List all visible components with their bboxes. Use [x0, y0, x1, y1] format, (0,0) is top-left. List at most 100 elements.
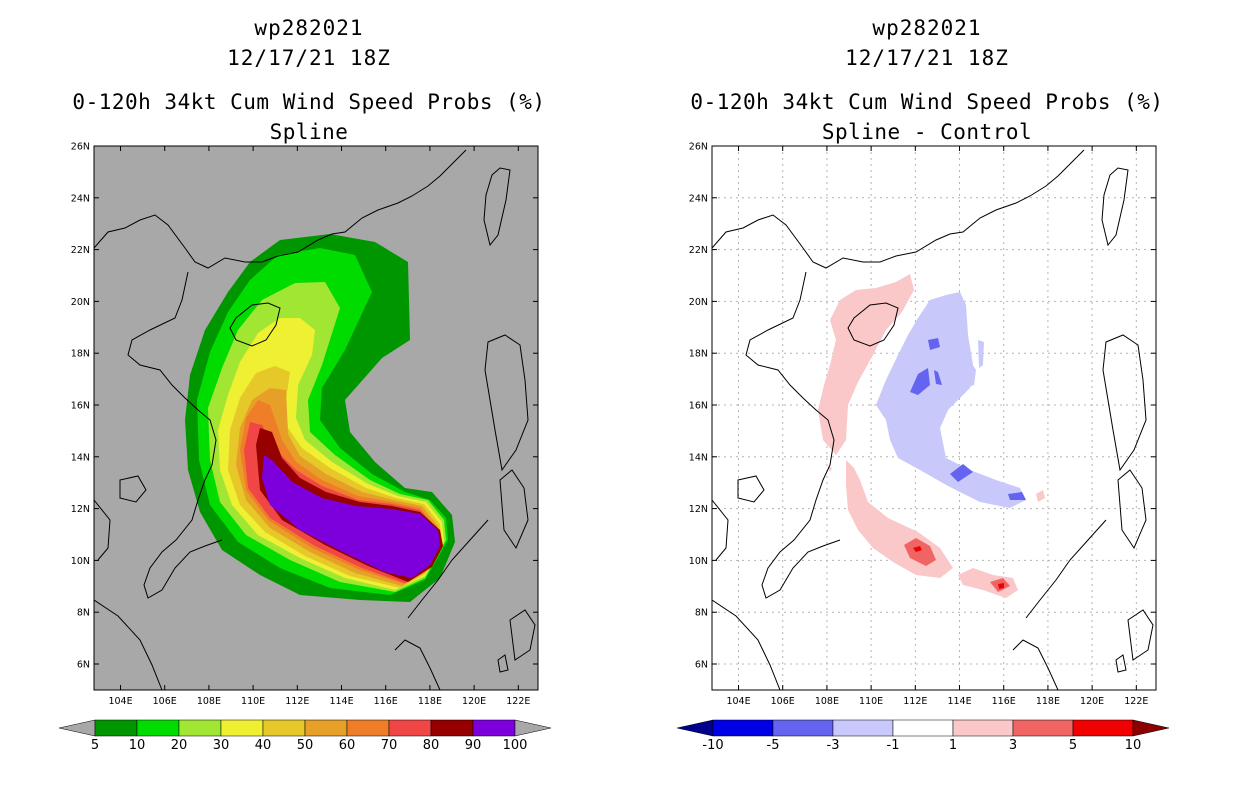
lon-label: 118E: [1036, 696, 1060, 707]
lat-label: 26N: [689, 142, 708, 153]
lon-label: 116E: [374, 696, 398, 707]
axes-spline: 26N 24N 22N 20N 18N 16N 14N 12N 10N 8N 6N 104E 106E 1…: [71, 142, 538, 707]
storm-id: wp282021: [872, 16, 982, 40]
colorbar-label: 5: [91, 738, 99, 753]
colorbar-label: 40: [255, 738, 272, 753]
colorbar-box: [772, 719, 834, 737]
colorbar-box: [262, 719, 306, 737]
map-difference: 26N 24N 22N 20N 18N 16N 14N 12N 10N 8N 6N 104E 106E 1…: [676, 142, 1170, 753]
map-frame: [711, 145, 1157, 691]
colorbar-box: [388, 719, 432, 737]
lat-label: 10N: [71, 556, 90, 567]
diff-pos-1-3-dot: [1036, 490, 1045, 502]
diff-pos-1-3-east: [958, 568, 1018, 598]
lat-label: 26N: [71, 142, 90, 153]
coastlines: [712, 149, 1154, 690]
lon-label: 114E: [329, 696, 353, 707]
diff-neg-3-5-e: [1008, 492, 1026, 500]
lon-label: 120E: [1080, 696, 1104, 707]
colorbar-label: 60: [339, 738, 356, 753]
lon-label: 104E: [108, 696, 132, 707]
panel-spline: wp282021 12/17/21 18Z 0-120h 34kt Cum Wi…: [58, 16, 552, 753]
datetime: 12/17/21 18Z: [227, 46, 391, 70]
storm-id: wp282021: [254, 16, 364, 40]
lat-label: 18N: [689, 349, 708, 360]
lon-label: 112E: [285, 696, 309, 707]
chart-subtitle: Spline: [269, 120, 349, 144]
colorbar-label: 10: [1125, 738, 1142, 753]
diff-pos-5-10-a: [913, 546, 922, 552]
colorbar-label: -3: [827, 738, 840, 753]
colorbar-label: 20: [171, 738, 188, 753]
colorbar-difference: -10 -5 -3 -1 1 3 5 10: [676, 719, 1170, 753]
diff-neg-1-3-dot: [978, 340, 984, 368]
coastlines: [94, 149, 536, 690]
colorbar-label: 70: [381, 738, 398, 753]
diff-neg-3-5-d: [950, 464, 973, 482]
map-frame: [93, 145, 539, 691]
diff-neg-3-5-a: [928, 338, 940, 350]
map-spline: 26N 24N 22N 20N 18N 16N 14N 12N 10N 8N 6N 104E 106E 1…: [58, 142, 552, 753]
diff-neg-3-5-c: [934, 370, 942, 385]
colorbar-box: [1072, 719, 1134, 737]
lat-label: 12N: [689, 504, 708, 515]
lat-label: 14N: [689, 452, 708, 463]
diff-pos-5-10-b: [998, 583, 1004, 589]
lat-label: 8N: [77, 608, 90, 619]
colorbar-box: [94, 719, 138, 737]
colorbar-label: 50: [297, 738, 314, 753]
diff-neg-1-3: [876, 292, 1026, 508]
colorbar-box: [178, 719, 222, 737]
chart-title: 0-120h 34kt Cum Wind Speed Probs (%): [690, 90, 1164, 114]
colorbar-box: [952, 719, 1014, 737]
lon-label: 118E: [418, 696, 442, 707]
lat-label: 16N: [689, 401, 708, 412]
colorbar-box: [220, 719, 264, 737]
lon-label: 104E: [726, 696, 750, 707]
lat-label: 24N: [71, 193, 90, 204]
colorbar-label: 5: [1069, 738, 1077, 753]
lat-label: 20N: [689, 297, 708, 308]
lat-label: 12N: [71, 504, 90, 515]
lon-label: 108E: [815, 696, 839, 707]
lon-label: 120E: [462, 696, 486, 707]
lon-label: 110E: [241, 696, 265, 707]
colorbar-box: [430, 719, 474, 737]
colorbar-arrow-high: [1132, 719, 1170, 737]
datetime: 12/17/21 18Z: [845, 46, 1009, 70]
colorbar-box: [472, 719, 516, 737]
band-90-100: [262, 455, 440, 578]
lat-label: 24N: [689, 193, 708, 204]
colorbar-box: [1012, 719, 1074, 737]
chart-subtitle: Spline - Control: [821, 120, 1033, 144]
colorbar-box: [892, 719, 954, 737]
diff-pos-1-3-north: [818, 274, 914, 455]
lat-label: 20N: [71, 297, 90, 308]
lon-label: 112E: [903, 696, 927, 707]
colorbar-label: 10: [129, 738, 146, 753]
colorbar-label: -5: [767, 738, 780, 753]
colorbar-label: -10: [702, 738, 723, 753]
lat-label: 6N: [695, 660, 708, 671]
colorbar-arrow-low: [58, 719, 96, 737]
colorbar-box: [832, 719, 894, 737]
chart-title: 0-120h 34kt Cum Wind Speed Probs (%): [72, 90, 546, 114]
colorbar-label: 80: [423, 738, 440, 753]
lon-label: 122E: [1124, 696, 1148, 707]
lat-label: 22N: [71, 245, 90, 256]
diff-neg-1-3-arm: [963, 350, 976, 388]
lat-label: 16N: [71, 401, 90, 412]
lon-label: 116E: [992, 696, 1016, 707]
diff-neg-3-5-b: [910, 368, 930, 395]
colorbar-label: 30: [213, 738, 230, 753]
lat-label: 18N: [71, 349, 90, 360]
colorbar-arrow-low: [676, 719, 714, 737]
colorbar-arrow-high: [514, 719, 552, 737]
colorbar-box: [304, 719, 348, 737]
lon-label: 110E: [859, 696, 883, 707]
lat-label: 6N: [77, 660, 90, 671]
lon-label: 106E: [771, 696, 795, 707]
panel-spline-minus-control: wp282021 12/17/21 18Z 0-120h 34kt Cum Wi…: [618, 0, 1236, 800]
lat-label: 8N: [695, 608, 708, 619]
colorbar-box: [712, 719, 774, 737]
